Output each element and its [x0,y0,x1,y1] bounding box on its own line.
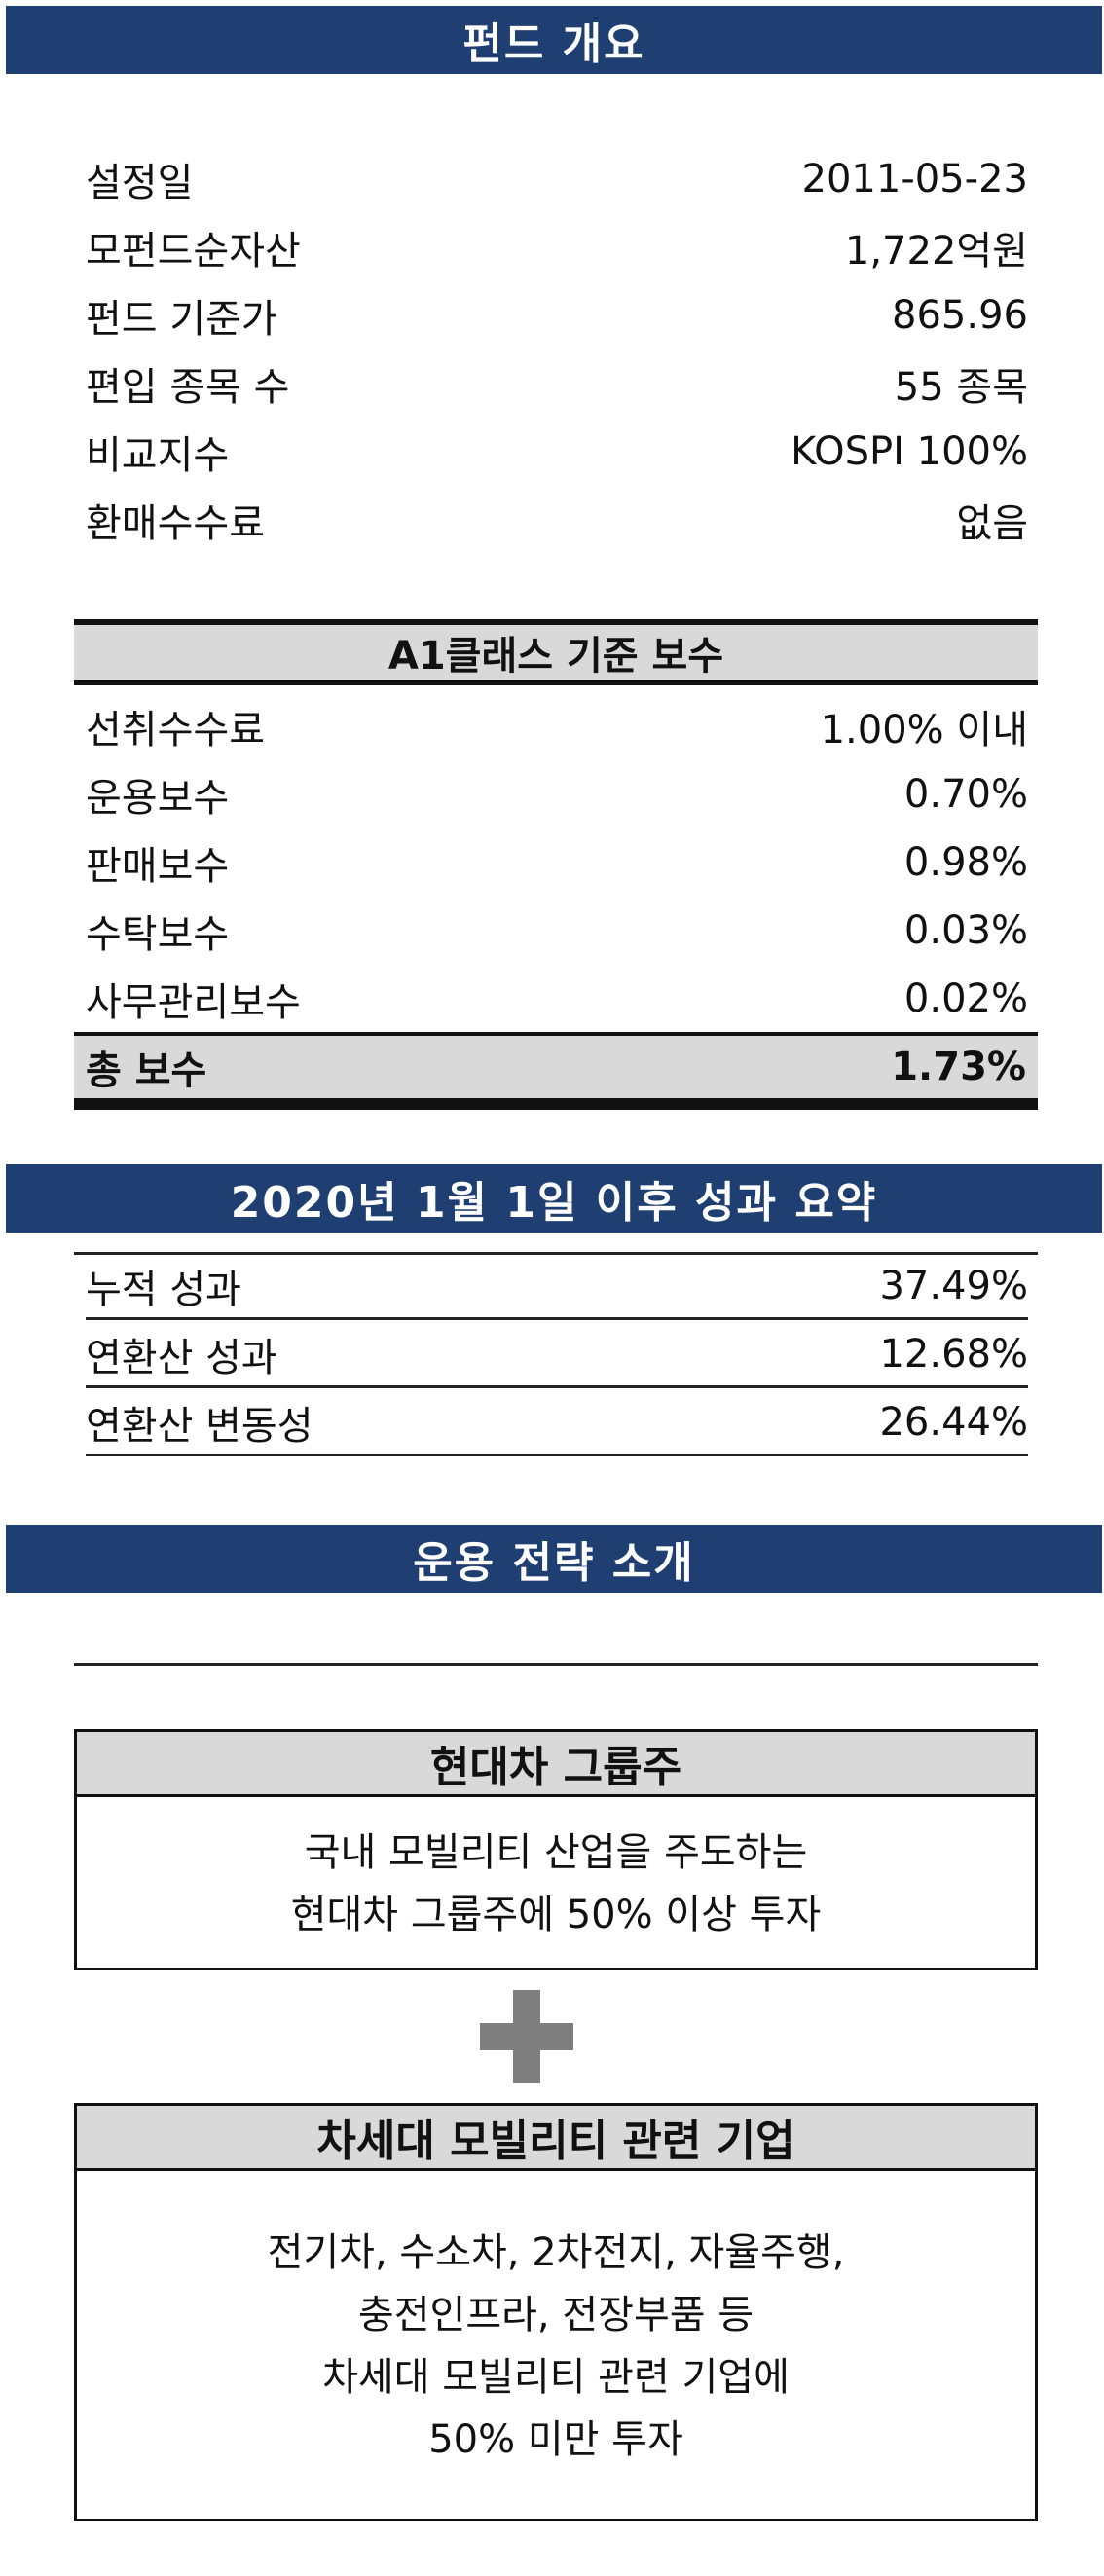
fee-row: 사무관리보수 0.02% [86,966,1028,1032]
strategy-box-line: 현대차 그룹주에 50% 이상 투자 [290,1893,822,1937]
performance-header: 2020년 1월 1일 이후 성과 요약 [6,1164,1102,1233]
performance-top-rule [74,1252,1038,1255]
performance-label: 연환산 변동성 [86,1403,313,1449]
overview-value: 2011-05-23 [801,157,1028,202]
strategy-box-hyundai: 현대차 그룹주 국내 모빌리티 산업을 주도하는 현대차 그룹주에 50% 이상… [74,1729,1038,1970]
fund-overview-header: 펀드 개요 [6,6,1102,74]
fees-header: A1클래스 기준 보수 [74,619,1038,685]
performance-row: 누적 성과 37.49% [86,1254,1028,1320]
performance-value: 26.44% [879,1399,1028,1445]
performance-label: 누적 성과 [86,1267,241,1312]
performance-value: 12.68% [879,1331,1028,1377]
strategy-box-line: 차세대 모빌리티 관련 기업에 [322,2355,790,2400]
overview-row: 환매수수료 없음 [86,487,1028,553]
strategy-box-line: 국내 모빌리티 산업을 주도하는 [304,1830,808,1875]
fee-value: 0.02% [903,976,1028,1021]
overview-label: 환매수수료 [86,501,265,546]
overview-value: 55 종목 [894,365,1028,410]
strategy-title: 운용 전략 소개 [413,1538,695,1588]
overview-label: 설정일 [86,161,194,205]
overview-row: 펀드 기준가 865.96 [86,282,1028,349]
strategy-box-line: 50% 미만 투자 [428,2417,683,2462]
overview-value: 1,722억원 [844,229,1028,274]
strategy-box-line: 충전인프라, 전장부품 등 [357,2293,754,2337]
performance-row: 연환산 성과 12.68% [86,1322,1028,1388]
fee-row: 운용보수 0.70% [86,761,1028,828]
overview-row: 설정일 2011-05-23 [86,146,1028,212]
fees-title: A1클래스 기준 보수 [387,634,724,679]
strategy-header: 운용 전략 소개 [6,1525,1102,1593]
fee-row: 선취수수료 1.00% 이내 [86,693,1028,759]
fee-value: 0.98% [903,840,1028,885]
overview-value: 없음 [956,501,1028,546]
overview-label: 펀드 기준가 [86,297,277,342]
performance-row: 연환산 변동성 26.44% [86,1390,1028,1456]
fee-label: 사무관리보수 [86,980,301,1025]
strategy-divider [74,1663,1038,1666]
overview-row: 모펀드순자산 1,722억원 [86,214,1028,280]
fee-label: 운용보수 [86,776,230,821]
fee-value: 0.70% [903,772,1028,817]
fee-value: 1.00% 이내 [820,708,1028,753]
strategy-box-line: 전기차, 수소차, 2차전지, 자율주행, [267,2230,845,2275]
performance-value: 37.49% [879,1263,1028,1308]
strategy-box-body: 전기차, 수소차, 2차전지, 자율주행, 충전인프라, 전장부품 등 차세대 … [77,2171,1035,2521]
fee-total-value: 1.73% [891,1045,1026,1089]
overview-row: 편입 종목 수 55 종목 [86,350,1028,417]
overview-row: 비교지수 KOSPI 100% [86,419,1028,485]
overview-value: 865.96 [892,293,1028,338]
fee-row: 수탁보수 0.03% [86,898,1028,964]
overview-label: 모펀드순자산 [86,229,301,274]
plus-icon [480,1990,573,2083]
overview-value: KOSPI 100% [791,429,1028,474]
strategy-box-title: 차세대 모빌리티 관련 기업 [77,2106,1035,2171]
performance-title: 2020년 1월 1일 이후 성과 요약 [230,1178,878,1228]
overview-label: 비교지수 [86,433,230,478]
fee-label: 선취수수료 [86,708,265,753]
strategy-box-body: 국내 모빌리티 산업을 주도하는 현대차 그룹주에 50% 이상 투자 [77,1797,1035,1970]
fund-overview-title: 펀드 개요 [462,19,645,69]
fee-label: 판매보수 [86,844,230,889]
overview-label: 편입 종목 수 [86,365,290,410]
fee-row: 판매보수 0.98% [86,829,1028,896]
performance-label: 연환산 성과 [86,1335,277,1380]
fee-label: 수탁보수 [86,912,230,957]
fee-total-row: 총 보수 1.73% [74,1032,1038,1110]
fee-value: 0.03% [903,908,1028,953]
fee-total-label: 총 보수 [86,1049,207,1093]
strategy-box-title: 현대차 그룹주 [77,1732,1035,1797]
strategy-box-next-mobility: 차세대 모빌리티 관련 기업 전기차, 수소차, 2차전지, 자율주행, 충전인… [74,2103,1038,2521]
